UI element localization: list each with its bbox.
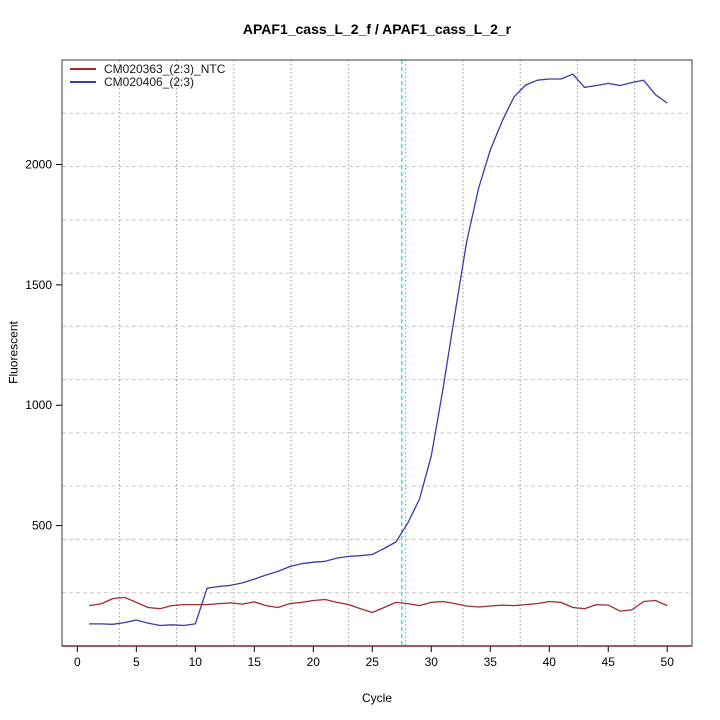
y-tick-label: 2000	[25, 157, 52, 171]
x-tick-label: 25	[366, 655, 380, 669]
y-tick-label: 1000	[25, 398, 52, 412]
y-tick-label: 500	[32, 519, 52, 533]
chart-title: APAF1_cass_L_2_f / APAF1_cass_L_2_r	[242, 21, 512, 37]
y-tick-label: 1500	[25, 278, 52, 292]
legend-label-ntc: CM020363_(2:3)_NTC	[104, 61, 226, 76]
x-tick-label: 50	[661, 655, 675, 669]
legend-swatch-ntc	[70, 67, 96, 70]
x-tick-label: 35	[484, 655, 498, 669]
legend-item: CM020406_(2:3)	[70, 74, 225, 89]
legend: CM020363_(2:3)_NTC CM020406_(2:3)	[70, 61, 226, 89]
legend-label-sample: CM020406_(2:3)	[104, 74, 195, 89]
plot-frame	[61, 59, 693, 647]
x-axis-label: Cycle	[361, 691, 392, 705]
legend-item: CM020363_(2:3)_NTC	[70, 61, 226, 76]
x-tick-label: 20	[307, 655, 321, 669]
x-tick-label: 0	[74, 655, 81, 669]
x-tick-label: 10	[189, 655, 203, 669]
x-tick-label: 15	[248, 655, 262, 669]
x-tick-label: 5	[133, 655, 140, 669]
series-line-0	[89, 596, 668, 614]
series-line-1	[89, 73, 668, 627]
x-tick-label: 45	[602, 655, 616, 669]
legend-swatch-sample	[70, 80, 96, 83]
x-tick-label: 40	[543, 655, 557, 669]
x-tick-label: 30	[425, 655, 439, 669]
